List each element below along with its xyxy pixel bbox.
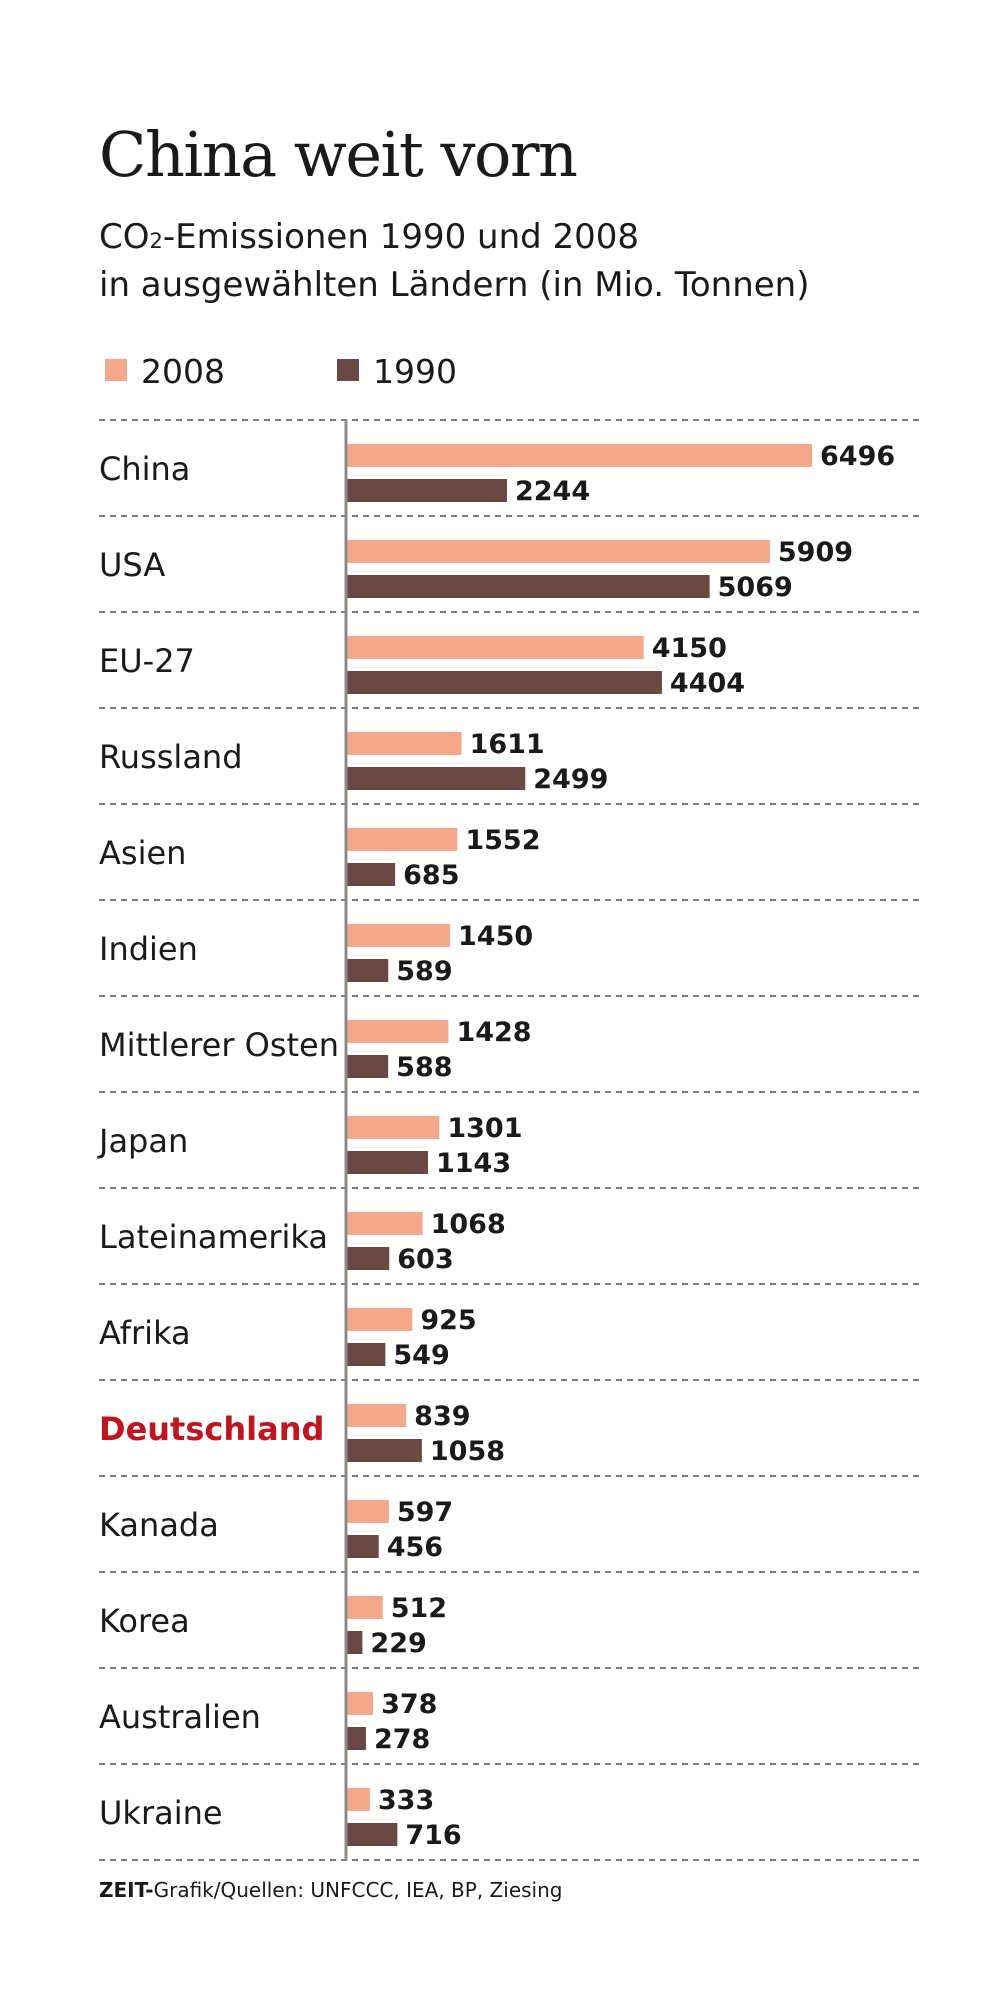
- bar-2008: [346, 1596, 383, 1619]
- category-label: Ukraine: [99, 1794, 223, 1832]
- value-label-2008: 925: [420, 1305, 476, 1336]
- value-label-1990: 4404: [670, 668, 745, 699]
- bar-1990: [346, 1151, 428, 1174]
- value-label-1990: 589: [396, 956, 452, 987]
- bar-1990: [346, 959, 389, 982]
- category-label: USA: [99, 546, 165, 584]
- value-label-1990: 5069: [718, 572, 793, 603]
- bar-2008: [346, 444, 812, 467]
- bar-2008: [346, 1500, 389, 1523]
- category-label: Mittlerer Osten: [99, 1026, 339, 1064]
- value-label-2008: 333: [378, 1785, 434, 1816]
- value-label-1990: 685: [403, 860, 459, 891]
- bar-1990: [346, 1535, 379, 1558]
- value-label-2008: 1552: [465, 825, 540, 856]
- category-label: China: [99, 450, 190, 488]
- category-label: Kanada: [99, 1506, 219, 1544]
- value-label-1990: 456: [387, 1532, 443, 1563]
- chart-subtitle: CO2-Emissionen 1990 und 2008 in ausgewäh…: [99, 215, 959, 307]
- value-label-1990: 1058: [430, 1436, 505, 1467]
- value-label-1990: 603: [397, 1244, 453, 1275]
- source-text: Grafik/Quellen: UNFCCC, IEA, BP, Ziesing: [153, 1878, 563, 1902]
- value-label-2008: 6496: [820, 441, 895, 472]
- value-label-2008: 512: [391, 1593, 447, 1624]
- subtitle-subscript: 2: [149, 229, 163, 253]
- value-label-2008: 378: [381, 1689, 437, 1720]
- category-label: Japan: [97, 1122, 188, 1160]
- legend-swatch-1990: [337, 359, 359, 381]
- value-label-2008: 839: [414, 1401, 470, 1432]
- value-label-2008: 1068: [431, 1209, 506, 1240]
- legend-label-1990: 1990: [373, 352, 457, 391]
- bar-1990: [346, 863, 396, 886]
- bar-2008: [346, 1020, 449, 1043]
- bar-1990: [346, 479, 507, 502]
- category-label: Lateinamerika: [99, 1218, 328, 1256]
- category-label: Deutschland: [99, 1410, 324, 1448]
- value-label-1990: 229: [370, 1628, 426, 1659]
- category-label: Australien: [99, 1698, 261, 1736]
- bar-1990: [346, 1055, 389, 1078]
- legend-swatch-2008: [105, 359, 127, 381]
- category-label: Korea: [99, 1602, 190, 1640]
- subtitle-co: CO: [99, 217, 150, 257]
- bar-2008: [346, 636, 644, 659]
- bar-1990: [346, 575, 710, 598]
- value-label-1990: 1143: [436, 1148, 511, 1179]
- bar-2008: [346, 924, 451, 947]
- value-label-1990: 278: [374, 1724, 430, 1755]
- bar-1990: [346, 767, 526, 790]
- bar-1990: [346, 1631, 363, 1654]
- bar-2008: [346, 1404, 407, 1427]
- bar-1990: [346, 1823, 398, 1846]
- source-note: ZEIT-Grafik/Quellen: UNFCCC, IEA, BP, Zi…: [99, 1878, 562, 1902]
- category-label: EU-27: [99, 642, 195, 680]
- category-label: Afrika: [99, 1314, 191, 1352]
- value-label-2008: 597: [397, 1497, 453, 1528]
- source-brand: ZEIT-: [99, 1878, 154, 1902]
- value-label-2008: 1428: [456, 1017, 531, 1048]
- bar-1990: [346, 1343, 386, 1366]
- category-label: Indien: [99, 930, 198, 968]
- legend-item-2008: 2008: [105, 352, 225, 391]
- subtitle-line-1: CO2-Emissionen 1990 und 2008: [99, 215, 959, 263]
- bar-2008: [346, 1308, 413, 1331]
- value-label-1990: 549: [393, 1340, 449, 1371]
- bar-1990: [346, 1439, 422, 1462]
- bar-2008: [346, 1692, 374, 1715]
- value-label-1990: 2499: [533, 764, 608, 795]
- category-label: Asien: [99, 834, 186, 872]
- subtitle-rest: -Emissionen 1990 und 2008: [162, 217, 640, 257]
- bar-chart: China 6496 2244 USA 5909 5069 EU-27 4150 4404 Rus…: [97, 419, 920, 1861]
- bar-1990: [346, 671, 662, 694]
- subtitle-line-2: in ausgewählten Ländern (in Mio. Tonnen): [99, 265, 810, 305]
- bar-2008: [346, 1788, 370, 1811]
- legend-label-2008: 2008: [141, 352, 225, 391]
- bar-2008: [346, 1116, 440, 1139]
- value-label-2008: 4150: [652, 633, 727, 664]
- bar-2008: [346, 1212, 423, 1235]
- bar-1990: [346, 1727, 366, 1750]
- bar-2008: [346, 828, 458, 851]
- bar-2008: [346, 540, 770, 563]
- legend-item-1990: 1990: [337, 352, 457, 391]
- value-label-2008: 1611: [470, 729, 545, 760]
- bar-2008: [346, 732, 462, 755]
- value-label-2008: 1450: [458, 921, 533, 952]
- bar-1990: [346, 1247, 390, 1270]
- chart-title: China weit vorn: [99, 118, 578, 191]
- value-label-2008: 5909: [778, 537, 853, 568]
- value-label-1990: 716: [405, 1820, 461, 1851]
- category-label: Russland: [99, 738, 243, 776]
- value-label-2008: 1301: [447, 1113, 522, 1144]
- value-label-1990: 588: [396, 1052, 452, 1083]
- value-label-1990: 2244: [515, 476, 590, 507]
